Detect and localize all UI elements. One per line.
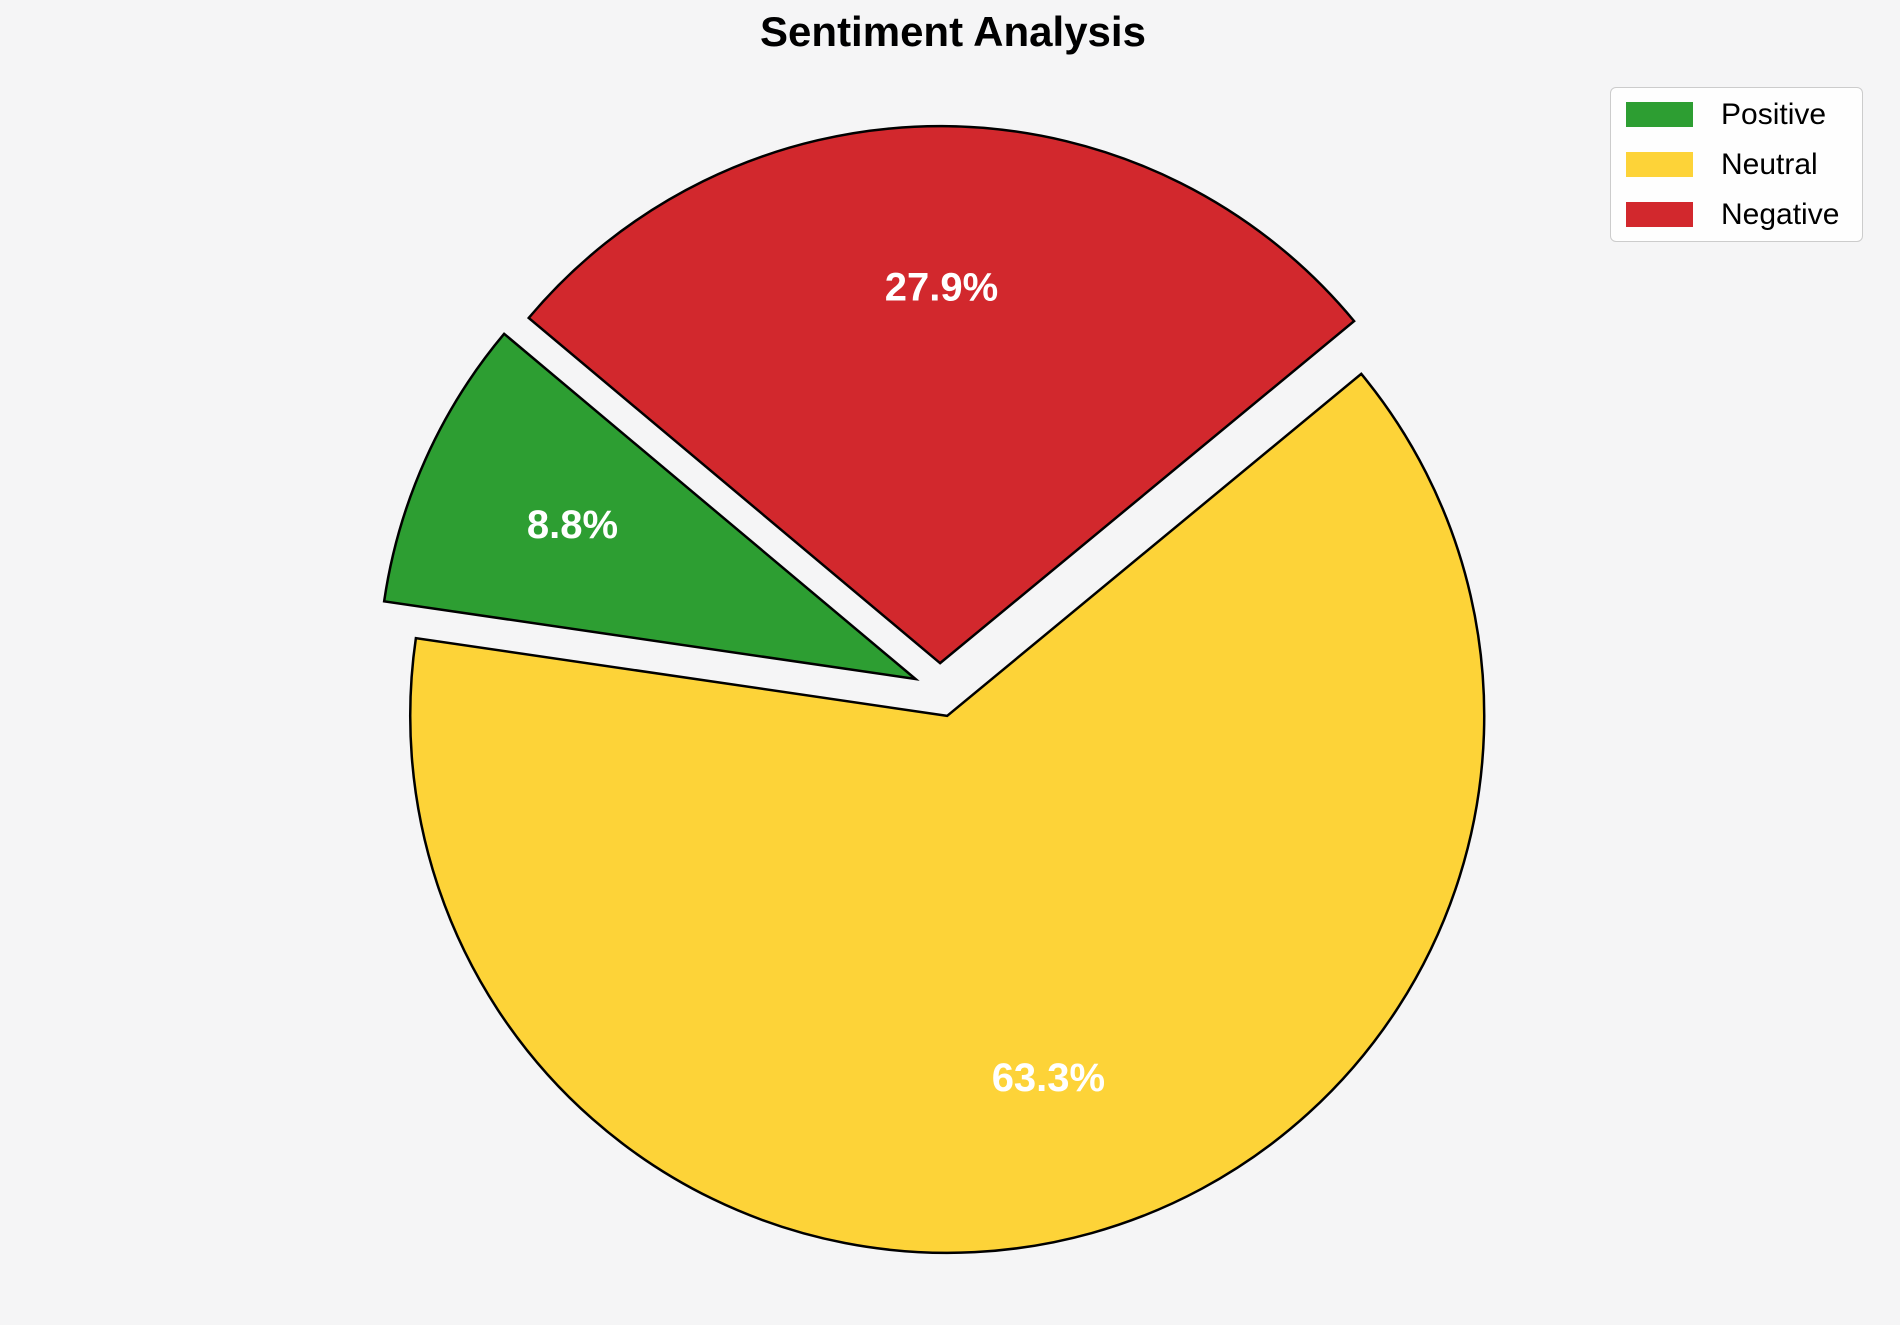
pie-slice-positive — [382, 332, 920, 681]
legend-item-negative: Negative — [1626, 198, 1844, 231]
percent-label-neutral: 63.3% — [992, 1056, 1105, 1100]
legend-swatch-positive — [1626, 102, 1693, 127]
legend-label-neutral: Neutral — [1721, 147, 1818, 181]
legend: Positive Neutral Negative — [1610, 87, 1863, 242]
chart-title: Sentiment Analysis — [760, 8, 1146, 55]
percent-label-positive: 8.8% — [527, 503, 618, 547]
pie-slice-neutral — [408, 372, 1486, 1255]
legend-item-neutral: Neutral — [1626, 148, 1844, 181]
pie-slices-group — [382, 124, 1486, 1255]
pie-slice-negative — [526, 124, 1356, 665]
legend-label-positive: Positive — [1721, 97, 1827, 131]
legend-swatch-neutral — [1626, 152, 1693, 177]
legend-swatch-negative — [1626, 202, 1693, 227]
legend-item-positive: Positive — [1626, 98, 1844, 131]
legend-label-negative: Negative — [1721, 197, 1840, 231]
percent-labels-group: 8.8% 63.3% 27.9% — [527, 265, 1105, 1100]
percent-label-negative: 27.9% — [885, 265, 998, 309]
